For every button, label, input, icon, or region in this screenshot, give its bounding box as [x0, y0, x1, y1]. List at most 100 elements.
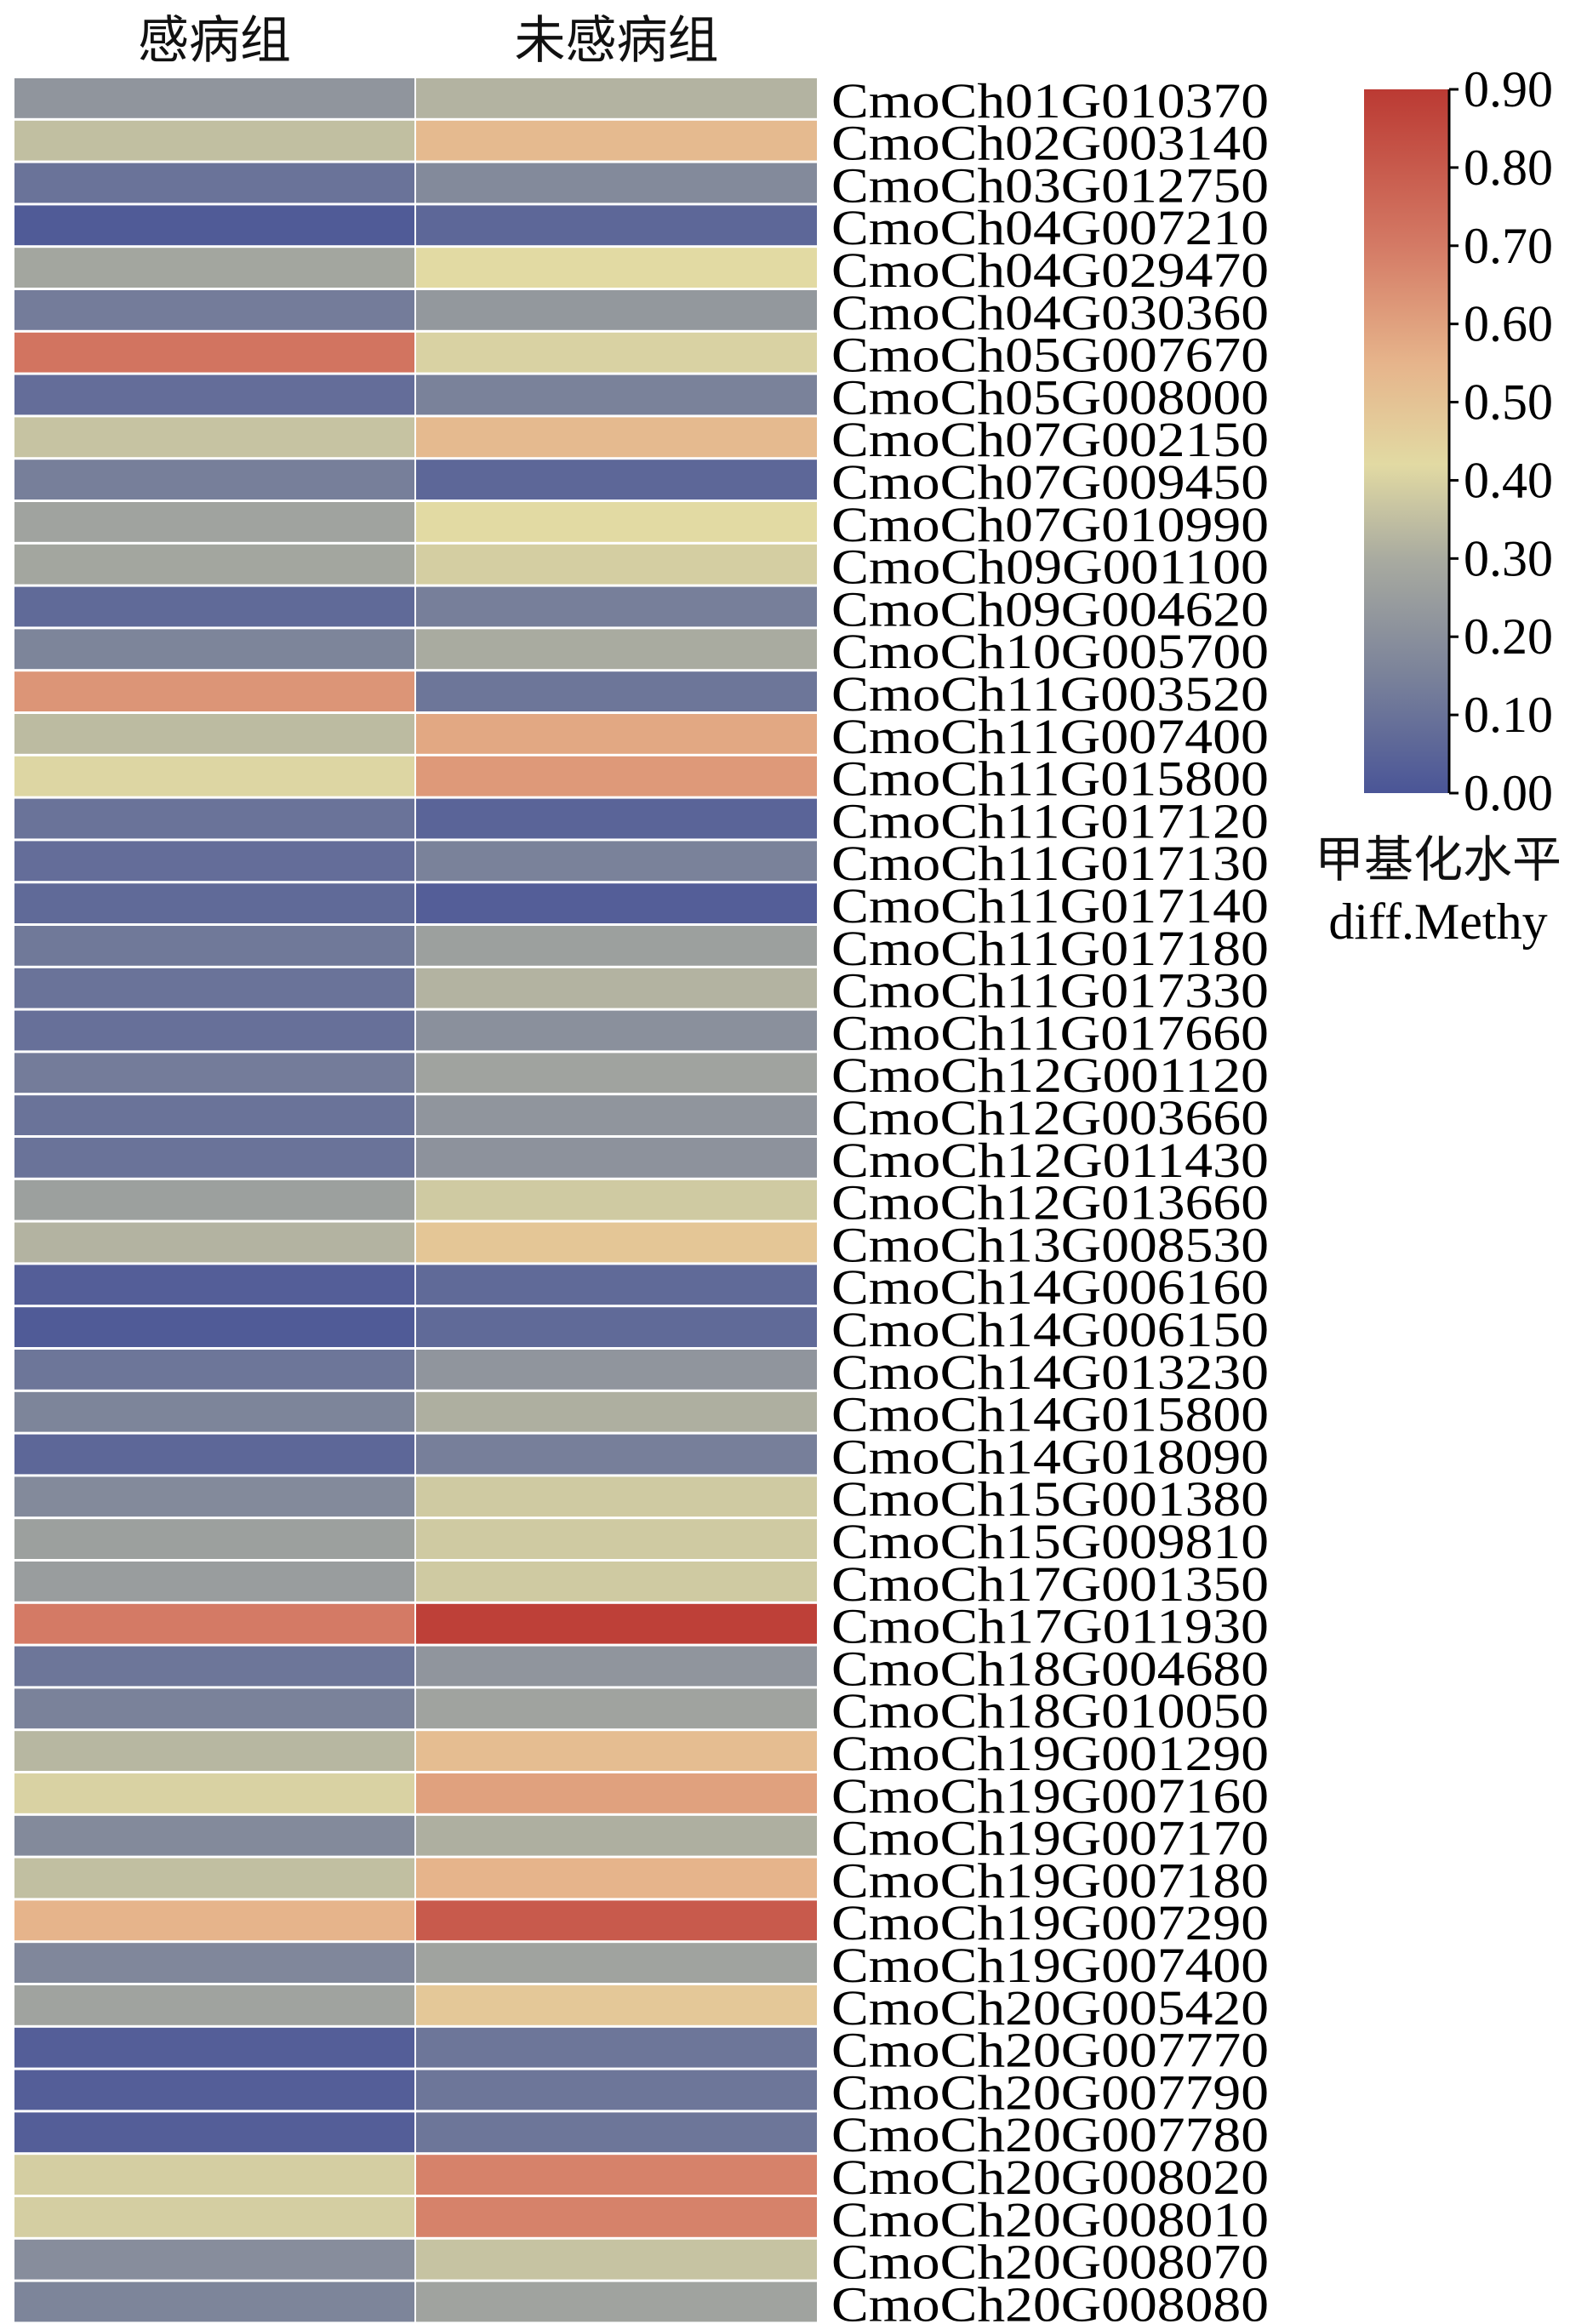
- heatmap-cell: [14, 2027, 414, 2068]
- heatmap-cell: [416, 1519, 817, 1559]
- colorbar-tick-label: 0.50: [1464, 374, 1553, 431]
- row-label: CmoCh12G001120: [831, 1048, 1269, 1103]
- heatmap-cell: [416, 2197, 817, 2237]
- heatmap-cell: [416, 1476, 817, 1517]
- heatmap-cell: [416, 1307, 817, 1347]
- heatmap-cell: [14, 502, 414, 542]
- colorbar-subtitle: diff.Methy: [1328, 894, 1547, 950]
- row-label: CmoCh19G007400: [831, 1938, 1269, 1993]
- row-label: CmoCh07G009450: [831, 454, 1269, 510]
- heatmap-cells: [14, 78, 817, 2322]
- heatmap-cell: [14, 332, 414, 373]
- heatmap-cell: [14, 1858, 414, 1899]
- colorbar-tick-label: 0.30: [1464, 530, 1553, 586]
- heatmap-cell: [416, 926, 817, 966]
- heatmap-cell: [14, 883, 414, 923]
- heatmap-cell: [416, 2281, 817, 2322]
- heatmap-cell: [416, 2112, 817, 2153]
- heatmap-cell: [14, 1688, 414, 1729]
- heatmap-cell: [416, 2155, 817, 2195]
- heatmap-cell: [14, 1731, 414, 1771]
- row-label: CmoCh20G008080: [831, 2276, 1269, 2324]
- heatmap-cell: [14, 460, 414, 500]
- heatmap-cell: [14, 1350, 414, 1390]
- heatmap-cell: [14, 417, 414, 458]
- row-label: CmoCh07G002150: [831, 412, 1269, 467]
- row-label: CmoCh20G005420: [831, 1980, 1269, 2036]
- row-label: CmoCh14G013230: [831, 1345, 1269, 1400]
- heatmap-cell: [14, 544, 414, 585]
- heatmap-cell: [416, 1985, 817, 2025]
- colorbar-tick-label: 0.20: [1464, 608, 1553, 665]
- row-label: CmoCh11G017120: [831, 793, 1269, 848]
- heatmap-cell: [416, 460, 817, 500]
- heatmap-cell: [14, 629, 414, 670]
- row-label: CmoCh05G008000: [831, 369, 1269, 425]
- heatmap-cell: [14, 2155, 414, 2195]
- row-label: CmoCh14G006150: [831, 1302, 1269, 1357]
- row-label: CmoCh17G011930: [831, 1599, 1269, 1654]
- colorbar-tick-label: 0.80: [1464, 140, 1553, 196]
- heatmap-cell: [14, 756, 414, 797]
- heatmap-cell: [416, 1562, 817, 1602]
- heatmap-cell: [14, 1265, 414, 1305]
- heatmap-cell: [14, 1179, 414, 1220]
- heatmap-cell: [416, 1688, 817, 1729]
- heatmap-cell: [416, 1010, 817, 1051]
- row-label: CmoCh11G015800: [831, 751, 1269, 807]
- heatmap-cell: [14, 163, 414, 203]
- heatmap-cell: [416, 78, 817, 118]
- heatmap-cell: [416, 1603, 817, 1644]
- heatmap-cell: [416, 163, 817, 203]
- row-label: CmoCh18G004680: [831, 1641, 1269, 1696]
- heatmap-cell: [14, 1053, 414, 1093]
- heatmap-cell: [14, 1646, 414, 1687]
- row-label: CmoCh11G003520: [831, 666, 1269, 722]
- heatmap-cell: [416, 1646, 817, 1687]
- row-label: CmoCh13G008530: [831, 1217, 1269, 1272]
- heatmap-cell: [14, 841, 414, 882]
- row-label: CmoCh03G012750: [831, 157, 1269, 213]
- heatmap-cell: [14, 1434, 414, 1475]
- row-label: CmoCh09G001100: [831, 540, 1269, 595]
- heatmap-cell: [14, 120, 414, 161]
- heatmap-cell: [14, 2239, 414, 2280]
- row-label: CmoCh20G008010: [831, 2192, 1269, 2247]
- heatmap-cell: [14, 968, 414, 1008]
- heatmap-cell: [416, 714, 817, 754]
- heatmap-cell: [14, 374, 414, 415]
- row-label: CmoCh11G017140: [831, 878, 1269, 934]
- heatmap-cell: [416, 374, 817, 415]
- heatmap-cell: [14, 926, 414, 966]
- row-label: CmoCh04G029470: [831, 243, 1269, 298]
- heatmap-cell: [416, 1222, 817, 1263]
- row-label: CmoCh04G030360: [831, 285, 1269, 340]
- colorbar-tick-label: 0.90: [1464, 61, 1553, 117]
- row-label: CmoCh11G017180: [831, 921, 1269, 976]
- colorbar-tick-label: 0.70: [1464, 218, 1553, 274]
- heatmap-cell: [416, 1858, 817, 1899]
- heatmap-cell: [14, 1476, 414, 1517]
- row-label: CmoCh01G010370: [831, 73, 1269, 128]
- heatmap-cell: [416, 417, 817, 458]
- heatmap-cell: [416, 671, 817, 711]
- heatmap-cell: [416, 502, 817, 542]
- heatmap-cell: [14, 671, 414, 711]
- heatmap-cell: [416, 1773, 817, 1813]
- row-label: CmoCh20G008020: [831, 2150, 1269, 2205]
- heatmap-cell: [416, 290, 817, 330]
- row-label: CmoCh14G015800: [831, 1387, 1269, 1442]
- row-label: CmoCh20G007780: [831, 2107, 1269, 2162]
- heatmap-cell: [416, 1350, 817, 1390]
- row-label: CmoCh19G007170: [831, 1811, 1269, 1866]
- heatmap-cell: [416, 332, 817, 373]
- row-label: CmoCh12G013660: [831, 1175, 1269, 1231]
- heatmap-cell: [14, 290, 414, 330]
- row-label: CmoCh17G001350: [831, 1556, 1269, 1612]
- heatmap-cell: [14, 205, 414, 246]
- heatmap-cell: [416, 798, 817, 839]
- column-headers: 感病组 未感病组: [138, 11, 719, 71]
- heatmap-cell: [416, 1053, 817, 1093]
- colorbar-gradient: [1364, 89, 1449, 793]
